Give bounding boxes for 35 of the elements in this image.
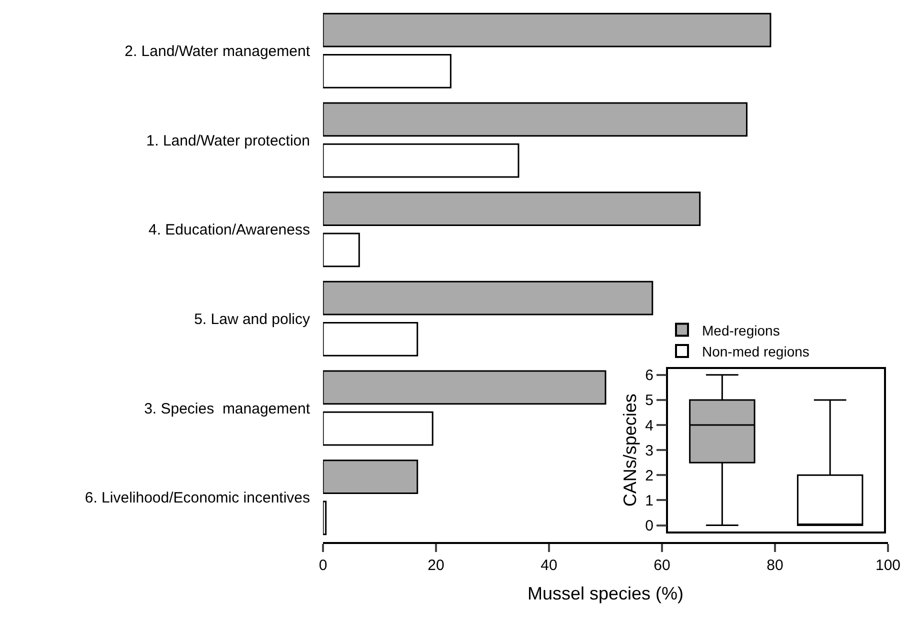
x-tick-label: 100 xyxy=(875,556,901,574)
x-axis-title: Mussel species (%) xyxy=(527,583,684,604)
bar xyxy=(323,12,772,48)
y-axis-title: CANs/species xyxy=(620,394,640,507)
bar xyxy=(323,322,418,356)
x-tick-label: 60 xyxy=(654,556,670,574)
y-tick-label: 3. Species management xyxy=(144,400,311,418)
x-tick-label: 20 xyxy=(428,556,444,574)
bar xyxy=(323,500,327,536)
y-tick-label: 6. Livelihood/Economic incentives xyxy=(84,490,310,507)
y-tick-label: 4 xyxy=(645,417,654,434)
y-tick-label: 1 xyxy=(645,492,654,510)
bar xyxy=(323,102,748,137)
y-tick-label: 5. Law and policy xyxy=(194,310,310,328)
bar xyxy=(323,460,418,494)
y-tick-label: 5 xyxy=(645,392,654,410)
x-tick-label: 80 xyxy=(766,556,784,574)
y-tick-label: 0 xyxy=(645,518,654,535)
bar xyxy=(323,370,606,405)
bar xyxy=(323,192,701,226)
x-tick-label: 40 xyxy=(540,556,558,574)
legend-label: Non-med regions xyxy=(702,343,810,360)
legend-label: Med-regions xyxy=(702,322,780,338)
y-tick-label: 1. Land/Water protection xyxy=(146,132,310,150)
y-tick-label: 6 xyxy=(645,367,654,384)
bar xyxy=(323,143,520,178)
y-tick-label: 3 xyxy=(645,442,654,460)
y-tick-label: 4. Education/Awareness xyxy=(148,222,310,239)
y-tick-label: 2. Land/Water management xyxy=(124,42,311,60)
bar xyxy=(323,232,360,268)
x-tick-label: 0 xyxy=(318,556,328,574)
y-tick-label: 2 xyxy=(645,467,654,484)
bar xyxy=(323,411,434,446)
bar xyxy=(323,280,654,316)
bar xyxy=(323,54,452,88)
